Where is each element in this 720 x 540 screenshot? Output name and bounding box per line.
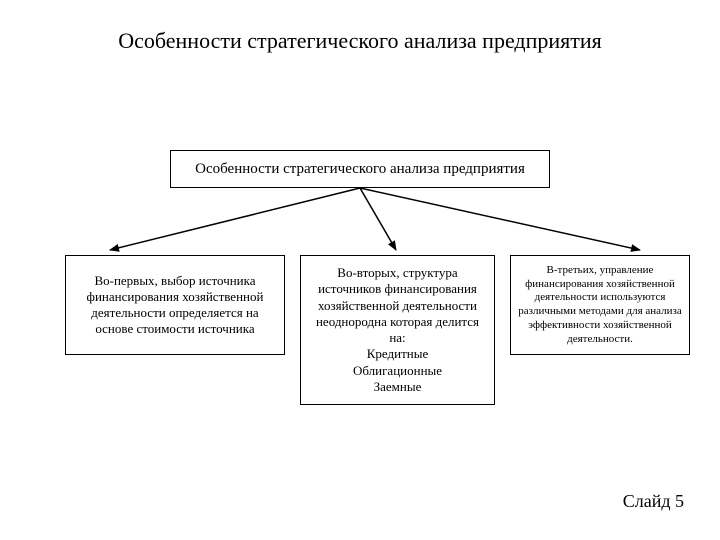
slide-number: Слайд 5	[623, 491, 684, 512]
diagram-root-label: Особенности стратегического анализа пред…	[195, 161, 525, 178]
diagram-child-box-1: Во-вторых, структура источников финансир…	[300, 255, 495, 405]
diagram-child-box-2: В-третьих, управление финансирования хоз…	[510, 255, 690, 355]
diagram-child-label-1: Во-вторых, структура источников финансир…	[307, 265, 488, 395]
arrow-1	[360, 188, 396, 250]
diagram-root-box: Особенности стратегического анализа пред…	[170, 150, 550, 188]
diagram-child-label-0: Во-первых, выбор источника финансировани…	[72, 273, 278, 338]
arrow-0	[110, 188, 360, 250]
arrow-2	[360, 188, 640, 250]
diagram-child-label-2: В-третьих, управление финансирования хоз…	[517, 264, 683, 347]
slide-title: Особенности стратегического анализа пред…	[0, 28, 720, 54]
diagram-child-box-0: Во-первых, выбор источника финансировани…	[65, 255, 285, 355]
